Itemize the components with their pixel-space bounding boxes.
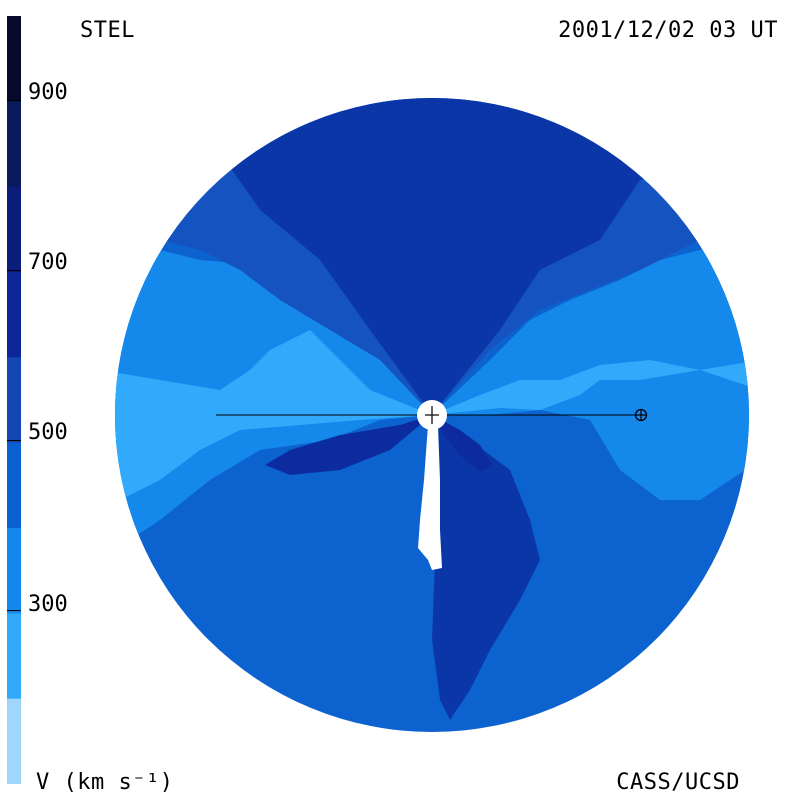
data-gap-streak bbox=[418, 425, 442, 570]
colorbar-segment bbox=[7, 528, 21, 614]
colorbar-segment bbox=[7, 357, 21, 444]
region-medium-fast-northwest bbox=[130, 170, 432, 415]
velocity-colorbar bbox=[7, 16, 21, 784]
colorbar-segment bbox=[7, 101, 21, 188]
colorbar-tick-label: 500 bbox=[28, 420, 68, 445]
sun-icon bbox=[417, 400, 447, 430]
colorbar-tick-mark bbox=[7, 270, 21, 271]
colorbar-segment bbox=[7, 613, 21, 700]
colorbar-segment bbox=[7, 186, 21, 273]
region-very-fast-lobe-west bbox=[265, 415, 432, 475]
colorbar-tick-label: 300 bbox=[28, 592, 68, 617]
colorbar-tick-mark bbox=[7, 440, 21, 441]
colorbar-segment bbox=[7, 442, 21, 529]
region-medium-fast-northeast bbox=[432, 180, 720, 415]
colorbar-tick-label: 900 bbox=[28, 80, 68, 105]
colorbar-segment bbox=[7, 272, 21, 358]
region-very-fast-lobe-east bbox=[432, 415, 492, 472]
region-very-slow-east bbox=[432, 360, 749, 415]
observatory-label: STEL bbox=[80, 18, 135, 43]
colorbar-segment bbox=[7, 698, 21, 784]
colorbar-tick-mark bbox=[7, 610, 21, 611]
region-fast-north bbox=[115, 98, 749, 415]
timestamp-label: 2001/12/02 03 UT bbox=[558, 18, 778, 43]
region-fast-south bbox=[432, 415, 540, 720]
earth-icon bbox=[634, 408, 648, 422]
colorbar-segment bbox=[7, 16, 21, 102]
colorbar-tick-label: 700 bbox=[28, 250, 68, 275]
colorbar-tick-mark bbox=[7, 100, 21, 101]
units-label: V (km s⁻¹) bbox=[36, 770, 174, 795]
credit-label: CASS/UCSD bbox=[616, 770, 740, 795]
